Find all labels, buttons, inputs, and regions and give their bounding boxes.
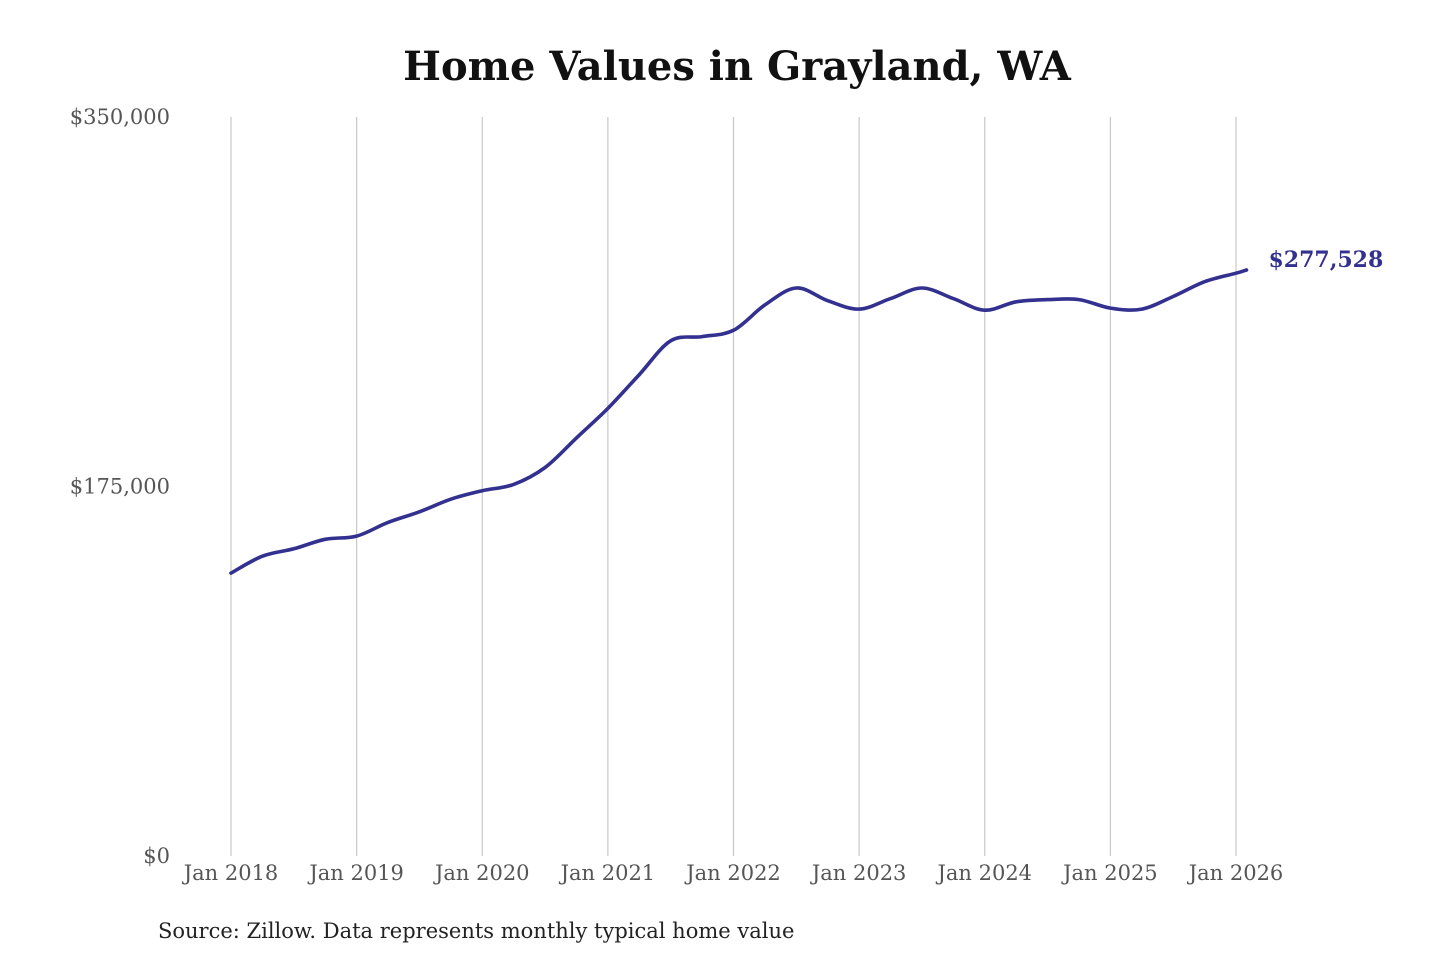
x-tick-label: Jan 2022 bbox=[684, 861, 781, 885]
series-layer: $277,528 bbox=[229, 247, 1383, 575]
x-tick-label: Jan 2018 bbox=[182, 861, 279, 885]
gridlines bbox=[230, 117, 1237, 856]
x-tick-label: Jan 2025 bbox=[1061, 861, 1158, 885]
y-tick-label: $175,000 bbox=[70, 475, 170, 499]
x-tick-label: Jan 2020 bbox=[433, 861, 530, 885]
chart-title: Home Values in Grayland, WA bbox=[403, 43, 1072, 90]
y-tick-label: $350,000 bbox=[70, 105, 170, 129]
x-tick-label: Jan 2023 bbox=[810, 861, 907, 885]
x-tick-label: Jan 2024 bbox=[935, 861, 1032, 885]
y-tick-label: $0 bbox=[143, 844, 170, 868]
x-axis-ticks: Jan 2018 Jan 2019 Jan 2020 Jan 2021 Jan 2022… bbox=[182, 861, 1284, 885]
y-axis-ticks: $0 $175,000 $350,000 bbox=[70, 105, 170, 868]
x-tick-label: Jan 2019 bbox=[307, 861, 404, 885]
source-note: Source: Zillow. Data represents monthly … bbox=[158, 919, 794, 943]
x-tick-label: Jan 2026 bbox=[1187, 861, 1284, 885]
x-tick-label: Jan 2021 bbox=[559, 861, 656, 885]
end-value-label: $277,528 bbox=[1268, 247, 1383, 273]
series-line-0 bbox=[229, 268, 1249, 575]
